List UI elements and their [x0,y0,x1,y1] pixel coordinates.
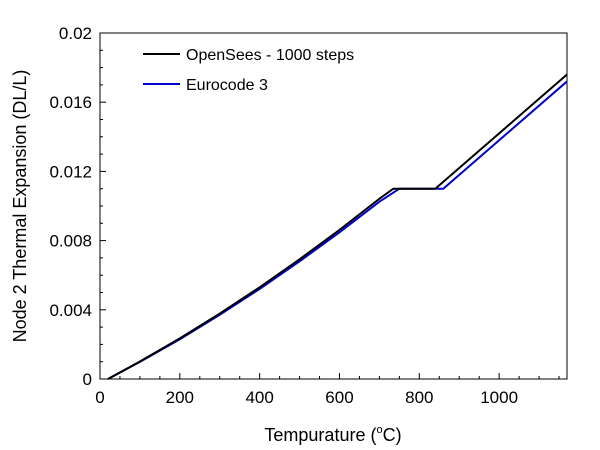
x-tick-label: 200 [166,388,194,407]
series-layer [107,73,568,380]
x-axis-title-text: Tempurature ( [264,425,376,445]
x-axis-title-superscript: o [376,424,382,436]
legend-label-eurocode: Eurocode 3 [186,77,268,94]
x-tick-label: 0 [95,388,104,407]
y-tick-label: 0.004 [49,301,92,320]
y-tick-label: 0.008 [49,232,92,251]
legend: OpenSees - 1000 steps Eurocode 3 [143,47,354,94]
x-tick-label: 1000 [480,388,518,407]
y-tick-label: 0.016 [49,93,92,112]
x-axis-ticks: 0 200 400 600 800 1000 [95,373,560,407]
y-tick-label: 0 [83,370,92,389]
x-tick-label: 800 [405,388,433,407]
y-tick-label: 0.012 [49,162,92,181]
x-axis-title-unit: C) [383,425,402,445]
y-axis-ticks: 0 0.004 0.008 0.012 0.016 0.02 [49,24,106,389]
legend-label-opensees: OpenSees - 1000 steps [186,47,354,64]
series-line-0 [107,73,568,380]
x-axis-title: Tempurature (oC) [264,424,401,445]
y-axis-title: Node 2 Thermal Expansion (DL/L) [10,70,30,343]
x-tick-label: 600 [325,388,353,407]
y-tick-label: 0.02 [59,24,92,43]
x-tick-label: 400 [245,388,273,407]
